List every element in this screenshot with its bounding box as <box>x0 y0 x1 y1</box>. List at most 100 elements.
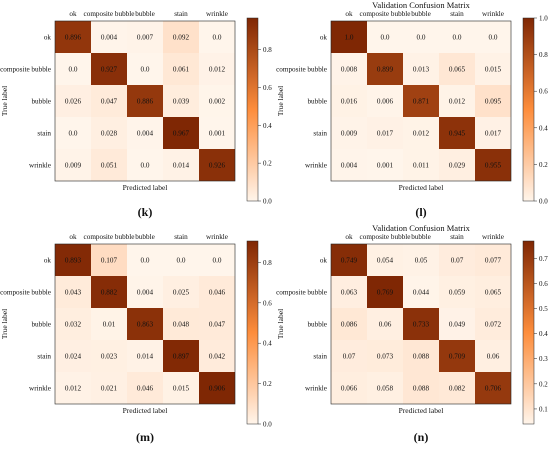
cell-value-label: 0.002 <box>209 98 226 106</box>
heatmap-cell <box>403 372 439 404</box>
heatmap-cell <box>403 117 439 149</box>
heatmap-cell <box>403 85 439 117</box>
chart-title: Validation Confusion Matrix <box>372 0 470 10</box>
heatmap-cell <box>331 117 367 149</box>
cell-value-label: 0.001 <box>377 162 394 170</box>
y-tick-label: bubble <box>31 98 51 106</box>
cell-value-label: 0.009 <box>65 162 82 170</box>
heatmap-cell <box>163 244 199 276</box>
heatmap-cell <box>127 85 163 117</box>
cell-value-label: 0.059 <box>449 289 466 297</box>
x-axis-label: Predicted label <box>399 183 444 192</box>
colorbar-tick-label: 0.6 <box>263 299 272 307</box>
cell-value-label: 0.044 <box>413 289 430 297</box>
cell-value-label: 0.054 <box>377 257 394 265</box>
heatmap-cell <box>331 308 367 340</box>
cell-value-label: 0.065 <box>485 289 502 297</box>
colorbar <box>522 17 535 202</box>
cell-value-label: 0.886 <box>137 98 154 106</box>
heatmap-cell <box>439 53 475 85</box>
x-tick-label: wrinkle <box>482 10 504 18</box>
cell-value-label: 1.0 <box>345 34 354 42</box>
x-tick-label: wrinkle <box>206 10 228 18</box>
heatmap-cell <box>199 276 235 308</box>
cell-value-label: 0.073 <box>377 353 394 361</box>
heatmap-cell <box>127 244 163 276</box>
cell-value-label: 0.749 <box>341 257 358 265</box>
colorbar-tick-label: 0.8 <box>539 51 548 59</box>
x-tick-label: composite bubble <box>360 10 411 18</box>
y-tick-label: stain <box>37 353 51 361</box>
heatmap-cell <box>367 308 403 340</box>
heatmap-cell <box>331 53 367 85</box>
cell-value-label: 0.004 <box>137 289 154 297</box>
cell-value-label: 0.012 <box>209 66 226 74</box>
cell-value-label: 0.086 <box>341 321 358 329</box>
cell-value-label: 0.906 <box>209 385 226 393</box>
cell-value-label: 0.945 <box>449 130 466 138</box>
cell-value-label: 0.092 <box>173 34 190 42</box>
heatmap-cell <box>55 276 91 308</box>
cell-value-label: 0.082 <box>449 385 466 393</box>
heatmap-cell <box>367 53 403 85</box>
heatmap-cell <box>367 340 403 372</box>
cell-value-label: 0.063 <box>341 289 358 297</box>
x-tick-label: composite bubble <box>360 233 411 241</box>
y-axis-label: True label <box>276 86 285 116</box>
heatmap-cell <box>439 340 475 372</box>
colorbar-tick-label: 0.2 <box>539 161 548 169</box>
heatmap-cell <box>403 53 439 85</box>
colorbar-tick-label: 0.5 <box>539 305 548 313</box>
cell-value-label: 0.001 <box>209 130 226 138</box>
cell-value-label: 0.013 <box>413 66 430 74</box>
y-tick-label: stain <box>37 130 51 138</box>
colorbar-tick-label: 1.0 <box>539 15 548 23</box>
heatmap-cell <box>439 117 475 149</box>
colorbar-tick-label: 0.0 <box>263 198 272 206</box>
colorbar-tick-label: 0.8 <box>263 46 272 54</box>
cell-value-label: 0.048 <box>173 321 190 329</box>
heatmap-cell <box>163 276 199 308</box>
x-tick-label: bubble <box>135 10 155 18</box>
colorbar-tick-label: 0.4 <box>263 122 272 130</box>
cell-value-label: 0.046 <box>137 385 154 393</box>
heatmap-cell <box>91 372 127 404</box>
cell-value-label: 0.023 <box>101 353 118 361</box>
heatmap-cell <box>367 117 403 149</box>
heatmap-cell <box>475 117 511 149</box>
heatmap-cell <box>403 276 439 308</box>
cell-value-label: 0.039 <box>173 98 190 106</box>
x-tick-label: stain <box>174 10 188 18</box>
heatmap-cell <box>475 149 511 181</box>
matrix-frame <box>330 20 512 182</box>
heatmap-cell <box>475 308 511 340</box>
heatmap-cell <box>55 244 91 276</box>
heatmap-cell <box>475 21 511 53</box>
cell-value-label: 0.058 <box>377 385 394 393</box>
cell-value-label: 0.011 <box>413 162 429 170</box>
heatmap-cell <box>127 149 163 181</box>
colorbar-tick-label: 0.7 <box>539 255 548 263</box>
colorbar-tick-label: 0.8 <box>263 259 272 267</box>
cell-value-label: 0.016 <box>341 98 358 106</box>
cell-value-label: 0.0 <box>141 66 150 74</box>
cell-value-label: 0.926 <box>209 162 226 170</box>
heatmap-cell <box>439 149 475 181</box>
y-tick-label: wrinkle <box>29 385 51 393</box>
cell-value-label: 0.0 <box>69 130 78 138</box>
heatmap-cell <box>331 21 367 53</box>
heatmap-cell <box>163 117 199 149</box>
heatmap-cell <box>403 149 439 181</box>
y-tick-label: wrinkle <box>305 162 327 170</box>
heatmap-cell <box>331 340 367 372</box>
x-axis-label: Predicted label <box>123 183 168 192</box>
heatmap-cell <box>55 21 91 53</box>
cell-value-label: 0.026 <box>65 98 82 106</box>
colorbar-tick-label: 0.2 <box>263 380 272 388</box>
colorbar <box>522 240 535 425</box>
y-tick-label: ok <box>320 34 328 42</box>
cell-value-label: 0.047 <box>209 321 226 329</box>
cell-value-label: 0.014 <box>173 162 190 170</box>
heatmap-cell <box>199 149 235 181</box>
y-axis-label: True label <box>276 309 285 339</box>
